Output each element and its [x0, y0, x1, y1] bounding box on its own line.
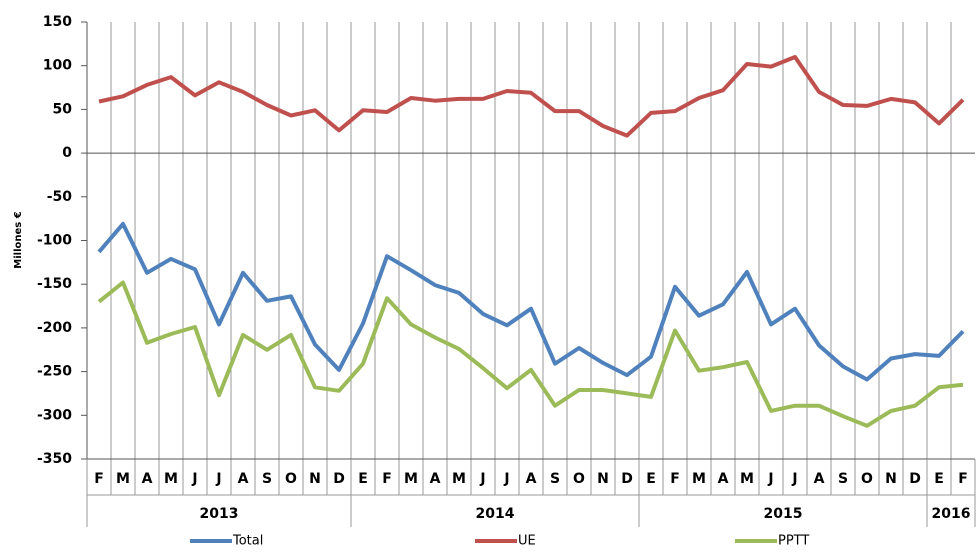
y-tick-label: 0 [62, 145, 72, 161]
x-tick-label: D [333, 471, 345, 487]
x-tick-label: M [692, 471, 706, 487]
x-tick-label: A [526, 471, 537, 487]
series-line [98, 55, 965, 138]
series-line [97, 280, 964, 428]
y-tick-label: -300 [37, 407, 72, 423]
year-label: 2013 [200, 506, 239, 522]
x-tick-label: A [430, 471, 441, 487]
x-tick-label: J [479, 471, 485, 487]
x-tick-label: E [358, 471, 368, 487]
x-tick-label: O [573, 471, 585, 487]
x-tick-label: O [861, 471, 873, 487]
x-tick-label: M [740, 471, 754, 487]
x-tick-label: J [767, 471, 773, 487]
y-tick-label: -150 [37, 276, 72, 292]
x-tick-label: O [285, 471, 297, 487]
y-tick-label: -50 [47, 189, 73, 205]
y-tick-label: -100 [37, 233, 72, 249]
x-tick-label: S [550, 471, 560, 487]
x-tick-label: D [621, 471, 633, 487]
x-tick-label: M [404, 471, 418, 487]
x-tick-label: M [164, 471, 178, 487]
legend-label: Total [232, 534, 263, 549]
y-tick-label: 50 [53, 101, 73, 117]
x-tick-label: F [670, 471, 680, 487]
year-label: 2014 [476, 506, 515, 522]
x-tick-label: F [958, 471, 968, 487]
x-tick-label: N [597, 471, 609, 487]
series-line [97, 221, 965, 382]
legend-label: UE [518, 534, 536, 549]
x-tick-label: J [791, 471, 797, 487]
x-tick-label: F [94, 471, 104, 487]
x-tick-label: E [646, 471, 656, 487]
x-tick-label: A [142, 471, 153, 487]
x-tick-label: J [215, 471, 221, 487]
year-label: 2016 [932, 506, 971, 522]
x-tick-label: N [885, 471, 897, 487]
x-tick-label: N [309, 471, 321, 487]
x-tick-label: S [262, 471, 272, 487]
y-tick-label: -200 [37, 320, 72, 336]
x-tick-label: J [503, 471, 509, 487]
x-tick-label: F [382, 471, 392, 487]
y-tick-label: 100 [43, 58, 72, 74]
y-tick-label: -350 [37, 451, 72, 467]
x-tick-label: M [452, 471, 466, 487]
y-tick-label: 150 [43, 14, 72, 30]
x-tick-label: J [191, 471, 197, 487]
x-tick-label: M [116, 471, 130, 487]
year-label: 2015 [764, 506, 803, 522]
x-tick-label: A [238, 471, 249, 487]
x-tick-label: D [909, 471, 921, 487]
x-tick-label: A [814, 471, 825, 487]
x-tick-label: S [838, 471, 848, 487]
legend-label: PPTT [778, 534, 809, 549]
y-tick-label: -250 [37, 364, 72, 380]
x-tick-label: A [718, 471, 729, 487]
x-tick-label: E [934, 471, 944, 487]
y-axis-label: Millones € [13, 211, 24, 268]
